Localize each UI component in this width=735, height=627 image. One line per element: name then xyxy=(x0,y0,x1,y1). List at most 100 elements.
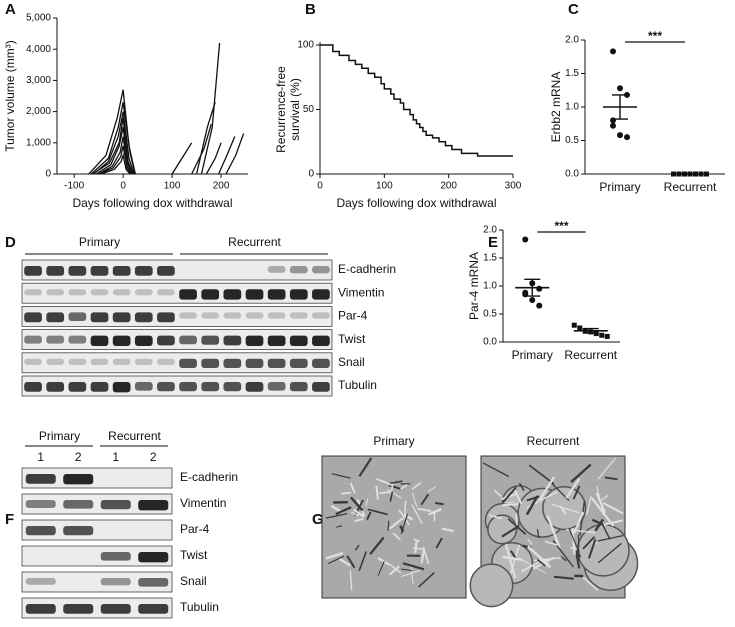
blot-band xyxy=(46,358,65,365)
x-axis-label: Days following dox withdrawal xyxy=(336,196,496,210)
cell-process xyxy=(518,482,525,492)
y-tick-label: 0 xyxy=(45,169,51,180)
blot-band xyxy=(134,312,153,323)
cell-process xyxy=(504,501,514,504)
group-label: Recurrent xyxy=(228,235,281,249)
blot-band xyxy=(63,526,94,536)
blot-band xyxy=(90,358,109,365)
series-line xyxy=(100,152,131,175)
blot-band xyxy=(201,289,220,300)
blot-band xyxy=(201,312,220,319)
cell-process xyxy=(502,503,519,507)
group-label: Recurrent xyxy=(108,429,161,443)
blot-band xyxy=(201,335,220,345)
data-point xyxy=(536,285,543,292)
x-tick-label: 100 xyxy=(376,181,393,192)
blot-band xyxy=(68,266,87,276)
cell-process xyxy=(420,493,430,506)
blot-band xyxy=(179,312,197,319)
cell-process xyxy=(325,551,344,560)
y-axis-label: Erbb2 mRNA xyxy=(549,72,563,143)
blot-band xyxy=(157,382,175,392)
cell-process xyxy=(365,498,369,507)
cell-process xyxy=(591,497,615,527)
cell-process xyxy=(369,536,385,555)
blot-band xyxy=(134,289,153,296)
cell-process xyxy=(389,491,394,502)
blot-band xyxy=(223,312,242,319)
blot-band xyxy=(267,335,286,346)
y-tick-label: 2.0 xyxy=(565,35,579,46)
cell-process xyxy=(377,560,385,576)
cell-process xyxy=(411,493,418,508)
y-tick-label: 2,000 xyxy=(26,106,51,117)
cell-cluster xyxy=(487,514,518,545)
cell-process xyxy=(411,504,423,525)
blot-band xyxy=(90,382,109,392)
panel-label: A xyxy=(5,1,16,18)
blot-band xyxy=(24,289,42,296)
blot-band xyxy=(68,312,87,321)
cell-process xyxy=(354,544,360,551)
cell-process xyxy=(400,513,409,535)
cell-process xyxy=(546,515,561,549)
cell-process xyxy=(392,532,401,541)
cell-process xyxy=(595,492,607,514)
row-label: Snail xyxy=(180,574,207,588)
x-tick-label: 0 xyxy=(120,181,126,192)
cell-process xyxy=(565,529,595,534)
blot-band xyxy=(312,335,330,346)
series-line xyxy=(225,133,245,175)
cell-process xyxy=(338,558,351,567)
blot-band xyxy=(63,604,94,614)
cell-process xyxy=(350,511,359,517)
cell-process xyxy=(350,496,364,512)
y-tick-label: 100 xyxy=(297,40,314,51)
blot-band xyxy=(312,382,330,392)
data-point xyxy=(536,302,543,309)
y-tick-label: 1.5 xyxy=(565,68,579,79)
cell-process xyxy=(354,517,364,523)
cell-process xyxy=(553,575,574,580)
y-tick-label: 5,000 xyxy=(26,13,51,24)
cell-process xyxy=(597,535,624,542)
cell-process xyxy=(525,495,539,516)
cell-process xyxy=(358,457,373,477)
cell-process xyxy=(513,487,523,505)
lane-label: 2 xyxy=(75,450,82,464)
blot-band xyxy=(100,604,131,614)
blot-band xyxy=(100,500,131,510)
cell-process xyxy=(404,500,407,518)
blot-band xyxy=(25,500,56,508)
cell-process xyxy=(327,555,344,565)
y-tick-label: 0.5 xyxy=(483,309,497,320)
data-point xyxy=(610,48,616,55)
blot-band xyxy=(223,335,242,346)
error-bar xyxy=(524,278,541,297)
cell-process xyxy=(501,524,520,538)
cell-process xyxy=(536,558,546,567)
series-line xyxy=(93,111,135,175)
y-tick-label: 1.0 xyxy=(483,281,497,292)
data-point xyxy=(624,134,630,141)
cell-process xyxy=(600,495,609,501)
cell-process xyxy=(482,462,510,478)
cell-process xyxy=(358,551,367,572)
cell-process xyxy=(401,568,413,572)
category-label: Primary xyxy=(599,180,640,194)
cell-process xyxy=(422,546,430,564)
blot-band xyxy=(157,358,175,365)
panel-label: E xyxy=(488,234,498,251)
blot-band xyxy=(112,382,131,393)
row-label: Twist xyxy=(338,332,366,346)
cell-process xyxy=(367,508,388,516)
x-tick-label: 100 xyxy=(164,181,181,192)
cell-process xyxy=(325,513,348,519)
blot-band xyxy=(46,289,65,296)
cell-process xyxy=(435,537,443,549)
blot-band xyxy=(68,382,87,392)
cell-process xyxy=(410,564,414,584)
cell-process xyxy=(375,485,379,500)
micrograph-label: Primary xyxy=(373,434,414,448)
